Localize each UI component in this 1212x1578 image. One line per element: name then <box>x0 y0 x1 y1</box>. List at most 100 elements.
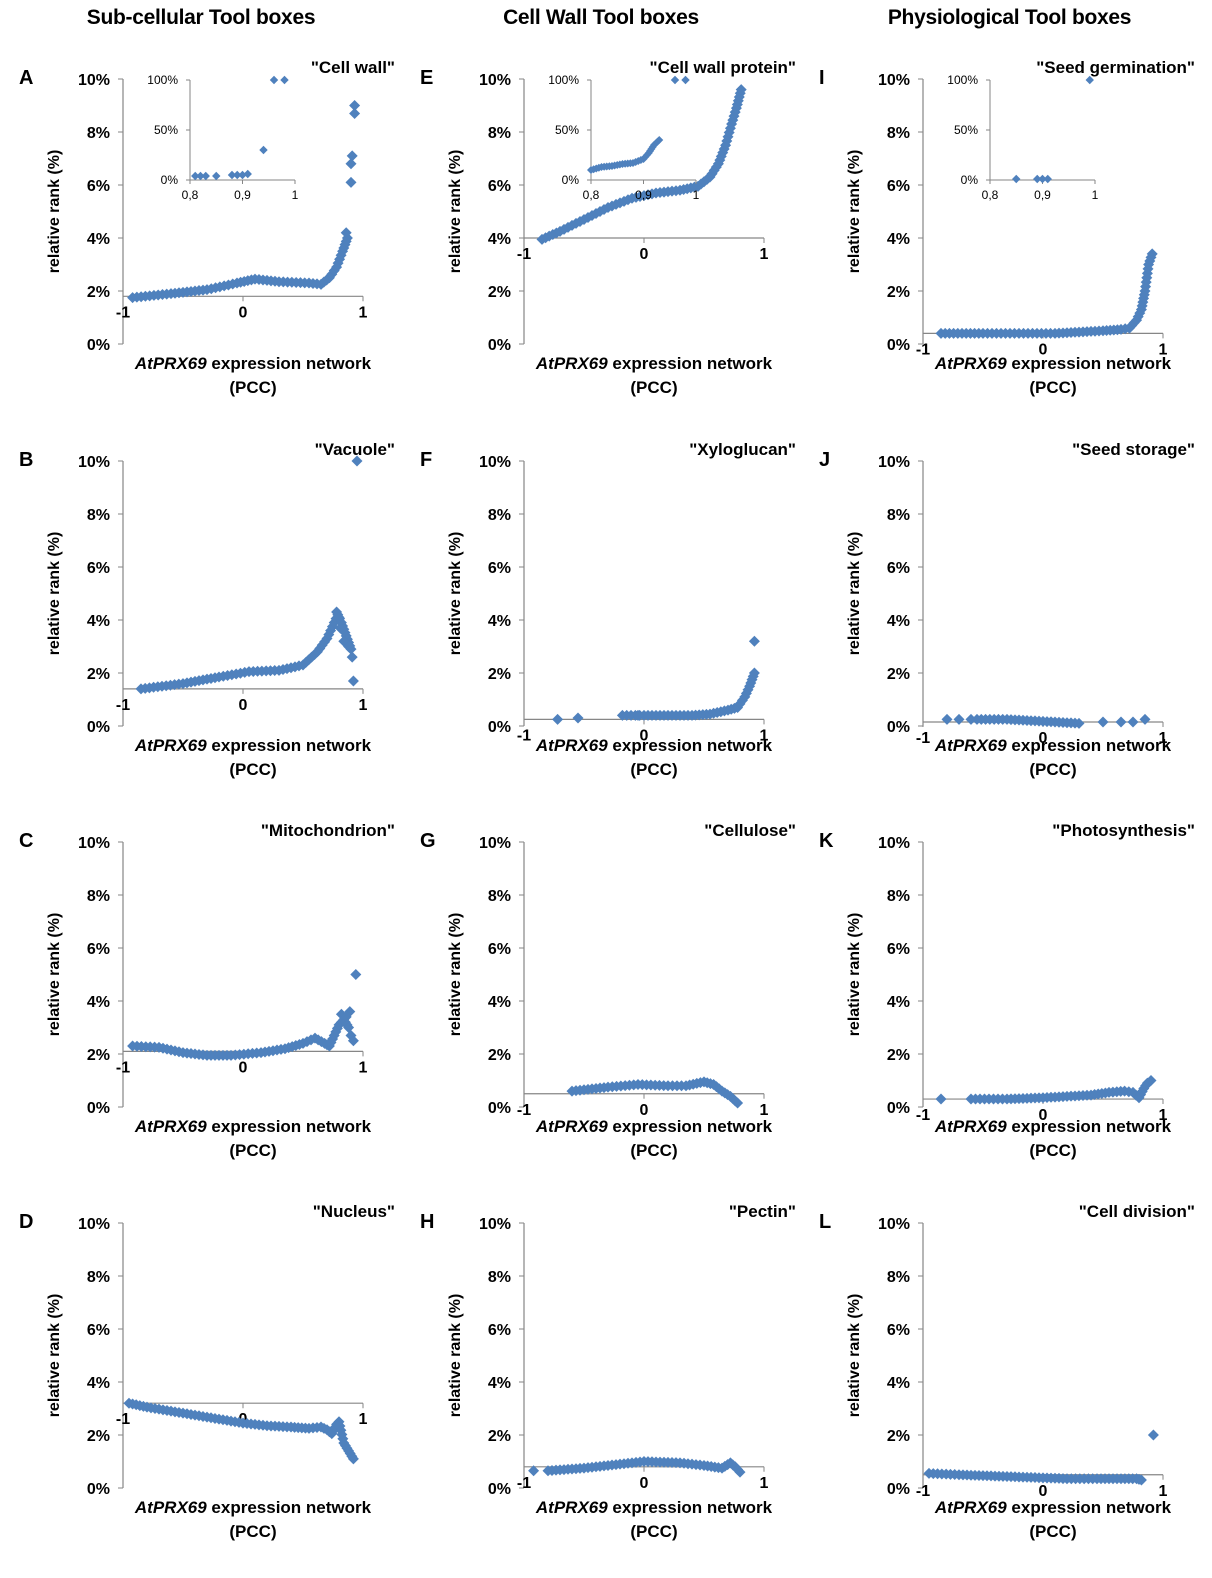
data-point <box>346 150 358 162</box>
y-tick-label: 10% <box>78 72 110 89</box>
x-tick-label: 0 <box>1039 730 1048 747</box>
x-axis-label-rest: expression network <box>207 1498 372 1517</box>
inset-x-tick-label: 1 <box>1092 188 1099 202</box>
y-tick-label: 10% <box>78 454 110 471</box>
data-point <box>572 712 584 724</box>
panel-J: J "Seed storage" 0% 2% 4% 6% 8% 10% -1 0 1 relative… <box>819 440 1195 779</box>
y-tick-label: 4% <box>887 613 910 630</box>
y-tick-label: 6% <box>887 941 910 958</box>
x-axis-label: AtPRX69 expression network <box>535 736 773 755</box>
x-axis-label: AtPRX69 expression network <box>934 354 1172 373</box>
x-tick-label: -1 <box>116 1059 130 1076</box>
y-tick-label: 8% <box>87 888 110 905</box>
data-point <box>965 713 977 725</box>
data-point <box>345 158 357 170</box>
data-point <box>333 611 345 623</box>
x-axis-label-line2: (PCC) <box>630 760 677 779</box>
x-axis-label-rest: expression network <box>1007 354 1172 373</box>
x-tick-label: -1 <box>916 730 930 747</box>
y-tick-label: 10% <box>878 454 910 471</box>
data-point <box>1097 716 1109 728</box>
x-axis-label-gene: AtPRX69 <box>934 354 1007 373</box>
y-tick-label: 4% <box>87 1375 110 1392</box>
x-tick-label: 1 <box>1159 1483 1168 1500</box>
inset-data-point <box>243 169 252 179</box>
x-tick-label: 1 <box>760 246 769 263</box>
x-tick-label: -1 <box>116 697 130 714</box>
panel-title: "Cell wall" <box>311 58 395 77</box>
panel-letter: D <box>19 1211 33 1233</box>
x-axis-label-gene: AtPRX69 <box>535 1498 608 1517</box>
inset-x-tick-label: 0,9 <box>234 188 251 202</box>
x-tick-label: -1 <box>517 727 531 744</box>
x-axis-label-rest: expression network <box>1007 1117 1172 1136</box>
inset-y-tick-label: 50% <box>555 123 579 137</box>
inset-data-point <box>670 75 680 85</box>
y-tick-label: 8% <box>887 888 910 905</box>
inset-data-point <box>227 170 237 180</box>
data-point <box>1146 248 1158 260</box>
inset-y-tick-label: 0% <box>961 173 979 187</box>
column-header-physiological: Physiological Tool boxes <box>887 6 1132 29</box>
inset-data-point <box>191 171 200 181</box>
panel-C: C "Mitochondrion" 0% 2% 4% 6% 8% 10% -1 0 1 relativ… <box>19 821 395 1160</box>
y-axis-label: relative rank (%) <box>846 1294 863 1418</box>
data-point <box>349 100 361 111</box>
inset-y-tick-label: 100% <box>548 73 579 87</box>
x-tick-label: 1 <box>359 1411 368 1428</box>
x-axis-label-rest: expression network <box>1007 736 1172 755</box>
y-tick-label: 4% <box>887 994 910 1011</box>
y-tick-label: 4% <box>488 1375 511 1392</box>
data-point <box>941 713 953 725</box>
data-point <box>351 455 363 467</box>
inset-y-tick-label: 100% <box>147 73 178 87</box>
y-axis-label: relative rank (%) <box>447 913 464 1037</box>
y-tick-label: 0% <box>87 1481 110 1498</box>
data-point <box>343 641 355 652</box>
x-tick-label: 0 <box>640 727 649 744</box>
x-axis-label-line2: (PCC) <box>1029 1141 1076 1160</box>
y-tick-label: 6% <box>887 178 910 195</box>
panel-title: "Cell division" <box>1079 1202 1195 1221</box>
y-tick-label: 6% <box>87 1322 110 1339</box>
y-tick-label: 10% <box>479 1216 511 1233</box>
y-axis-label: relative rank (%) <box>46 532 63 656</box>
panel-letter: J <box>819 449 830 471</box>
y-tick-label: 8% <box>488 888 511 905</box>
x-axis-label: AtPRX69 expression network <box>134 1498 372 1517</box>
y-tick-label: 0% <box>887 719 910 736</box>
inset-data-point <box>212 171 221 181</box>
x-axis-label-line2: (PCC) <box>1029 760 1076 779</box>
x-tick-label: 1 <box>1159 1107 1168 1124</box>
x-axis-label-line2: (PCC) <box>630 1522 677 1541</box>
data-point <box>343 1022 355 1033</box>
panel-letter: A <box>19 67 33 89</box>
inset-x-tick-label: 0,8 <box>182 188 199 202</box>
inset-y-tick-label: 0% <box>161 173 179 187</box>
y-tick-label: 6% <box>488 941 511 958</box>
y-tick-label: 6% <box>887 1322 910 1339</box>
y-tick-label: 4% <box>488 613 511 630</box>
y-tick-label: 8% <box>87 125 110 142</box>
panel-letter: E <box>420 67 433 89</box>
data-point <box>1139 713 1151 725</box>
y-tick-label: 2% <box>87 1428 110 1445</box>
y-tick-label: 8% <box>87 507 110 524</box>
x-axis-label-gene: AtPRX69 <box>535 1117 608 1136</box>
panel-title: "Cell wall protein" <box>650 58 796 77</box>
panel-title: "Seed storage" <box>1072 440 1195 459</box>
x-tick-label: 0 <box>239 1059 248 1076</box>
panel-letter: K <box>819 830 834 852</box>
x-tick-label: 0 <box>1039 1107 1048 1124</box>
inset-data-point <box>1038 174 1047 184</box>
data-point <box>632 709 644 721</box>
x-axis-label-line2: (PCC) <box>229 1141 276 1160</box>
y-axis-label: relative rank (%) <box>846 532 863 656</box>
y-axis-label: relative rank (%) <box>846 150 863 274</box>
y-tick-label: 6% <box>488 1322 511 1339</box>
data-point <box>735 84 747 96</box>
data-point <box>334 622 346 634</box>
y-tick-label: 0% <box>87 337 110 354</box>
